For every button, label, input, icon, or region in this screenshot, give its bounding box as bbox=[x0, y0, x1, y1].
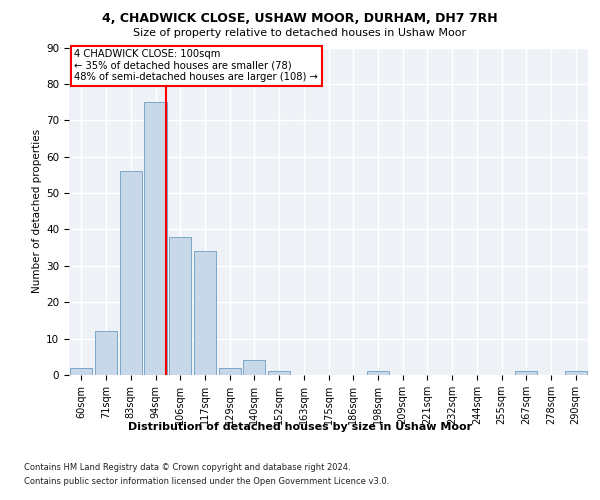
Text: Contains HM Land Registry data © Crown copyright and database right 2024.: Contains HM Land Registry data © Crown c… bbox=[24, 462, 350, 471]
Y-axis label: Number of detached properties: Number of detached properties bbox=[32, 129, 42, 294]
Bar bbox=[243, 360, 265, 375]
Text: 4, CHADWICK CLOSE, USHAW MOOR, DURHAM, DH7 7RH: 4, CHADWICK CLOSE, USHAW MOOR, DURHAM, D… bbox=[102, 12, 498, 26]
Text: Distribution of detached houses by size in Ushaw Moor: Distribution of detached houses by size … bbox=[128, 422, 472, 432]
Bar bbox=[565, 372, 587, 375]
Text: Contains public sector information licensed under the Open Government Licence v3: Contains public sector information licen… bbox=[24, 478, 389, 486]
Bar bbox=[95, 332, 117, 375]
Bar bbox=[194, 252, 216, 375]
Bar bbox=[367, 372, 389, 375]
Bar bbox=[218, 368, 241, 375]
Bar bbox=[145, 102, 167, 375]
Bar bbox=[169, 236, 191, 375]
Text: Size of property relative to detached houses in Ushaw Moor: Size of property relative to detached ho… bbox=[133, 28, 467, 38]
Bar bbox=[70, 368, 92, 375]
Bar bbox=[268, 372, 290, 375]
Bar bbox=[119, 171, 142, 375]
Bar bbox=[515, 372, 538, 375]
Text: 4 CHADWICK CLOSE: 100sqm
← 35% of detached houses are smaller (78)
48% of semi-d: 4 CHADWICK CLOSE: 100sqm ← 35% of detach… bbox=[74, 49, 318, 82]
